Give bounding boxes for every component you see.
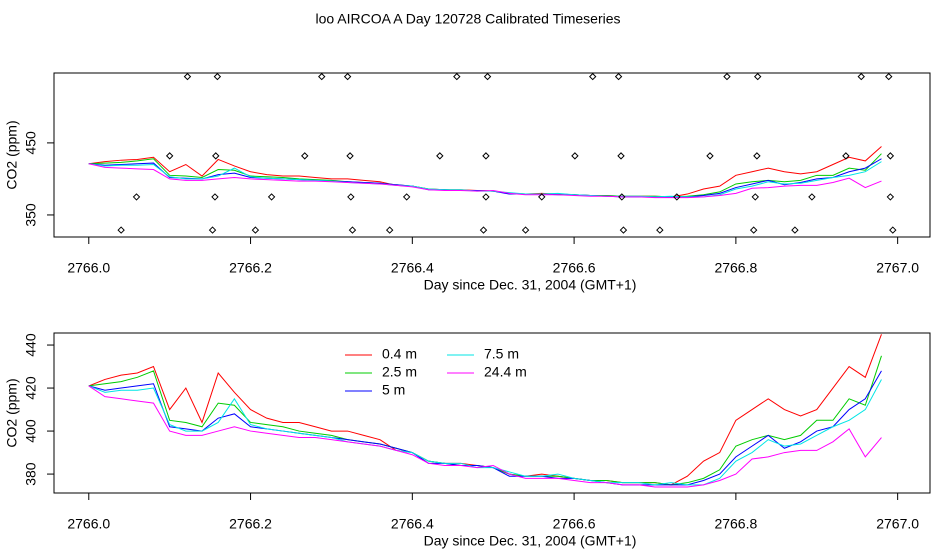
point-marker <box>656 226 664 234</box>
point-marker <box>183 72 192 81</box>
point-marker <box>751 193 759 201</box>
series-line <box>88 161 882 198</box>
point-marker <box>318 72 326 81</box>
x-tick-label: 2766.4 <box>391 516 434 532</box>
point-marker <box>588 72 597 81</box>
legend-label: 5 m <box>382 382 405 398</box>
y-tick-label: 350 <box>23 203 39 227</box>
point-marker <box>723 72 731 81</box>
point-marker <box>436 152 444 160</box>
point-marker <box>165 152 174 160</box>
point-marker <box>749 226 758 234</box>
point-marker <box>753 152 761 160</box>
point-marker <box>483 72 492 81</box>
x-tick-label: 2766.6 <box>553 516 596 532</box>
x-tick-label: 2767.0 <box>876 260 919 276</box>
point-marker <box>347 193 355 201</box>
point-marker <box>538 193 546 201</box>
y-axis-label: CO2 (ppm) <box>4 378 20 447</box>
point-marker <box>619 226 628 234</box>
legend-label: 2.5 m <box>382 364 417 380</box>
legend-label: 0.4 m <box>382 346 417 362</box>
point-marker <box>521 226 530 234</box>
point-marker <box>842 152 850 160</box>
x-tick-label: 2766.0 <box>67 516 110 532</box>
point-marker <box>479 226 488 234</box>
point-marker <box>754 72 762 81</box>
x-axis-label: Day since Dec. 31, 2004 (GMT+1) <box>424 277 637 293</box>
legend-label: 7.5 m <box>484 346 519 362</box>
point-marker <box>251 226 260 234</box>
point-marker <box>343 72 352 81</box>
point-marker <box>346 152 354 160</box>
point-marker <box>885 72 893 81</box>
point-marker <box>301 152 309 160</box>
point-marker <box>886 193 895 201</box>
point-marker <box>132 193 141 201</box>
series-line <box>88 379 882 486</box>
point-marker <box>211 193 219 201</box>
point-marker <box>208 226 217 234</box>
point-marker <box>808 193 816 201</box>
point-marker <box>267 193 276 201</box>
point-marker <box>385 226 394 234</box>
plot-frame <box>53 332 931 494</box>
point-marker <box>117 226 125 234</box>
x-tick-label: 2766.0 <box>67 260 110 276</box>
point-marker <box>213 72 222 81</box>
y-tick-label: 380 <box>23 462 39 486</box>
point-marker <box>482 193 490 201</box>
legend-label: 24.4 m <box>484 364 527 380</box>
point-marker <box>857 72 865 81</box>
x-tick-label: 2766.6 <box>553 260 596 276</box>
point-marker <box>482 152 490 160</box>
point-marker <box>348 226 357 234</box>
point-marker <box>889 226 897 234</box>
point-marker <box>402 193 411 201</box>
x-tick-label: 2766.4 <box>391 260 434 276</box>
y-axis-label: CO2 (ppm) <box>4 120 20 189</box>
x-axis-label: Day since Dec. 31, 2004 (GMT+1) <box>424 533 637 549</box>
x-tick-label: 2766.8 <box>714 260 757 276</box>
y-tick-label: 420 <box>23 376 39 400</box>
x-tick-label: 2766.8 <box>714 516 757 532</box>
x-tick-label: 2767.0 <box>876 516 919 532</box>
y-tick-label: 400 <box>23 419 39 443</box>
plot-frame <box>53 72 931 238</box>
point-marker <box>618 193 626 201</box>
point-marker <box>614 72 623 81</box>
series-line <box>88 163 882 199</box>
point-marker <box>673 193 681 201</box>
series-line <box>88 385 882 488</box>
figure-title: loo AIRCOA A Day 120728 Calibrated Times… <box>315 11 620 27</box>
point-marker <box>706 152 714 160</box>
y-tick-label: 440 <box>23 333 39 357</box>
point-marker <box>453 72 461 81</box>
x-tick-label: 2766.2 <box>229 516 272 532</box>
x-tick-label: 2766.2 <box>229 260 272 276</box>
point-marker <box>791 226 799 234</box>
point-marker <box>212 152 220 160</box>
point-marker <box>617 152 625 160</box>
point-marker <box>571 152 579 160</box>
y-tick-label: 450 <box>23 131 39 155</box>
point-marker <box>886 152 895 160</box>
